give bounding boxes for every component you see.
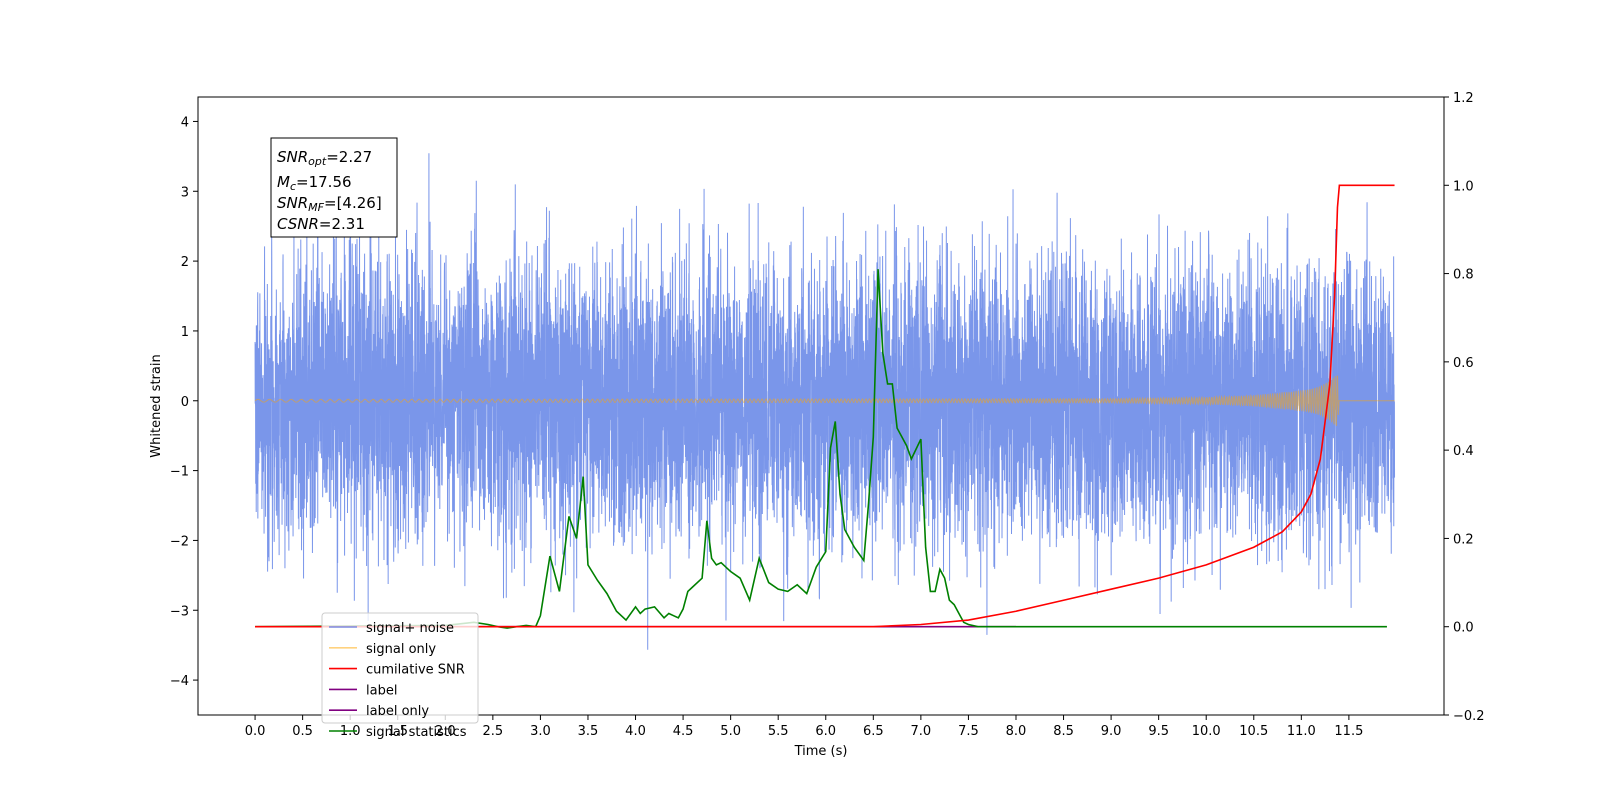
y2-tick-label: 0.6	[1453, 356, 1474, 371]
x-tick-label: 2.5	[483, 724, 504, 739]
y-tick-label: 2	[181, 255, 189, 270]
y-tick-label: 0	[181, 395, 189, 410]
annotation-variable: CSNR	[277, 215, 319, 233]
annotation-value: =2.31	[319, 215, 365, 233]
annotation-line: CSNR=2.31	[277, 215, 365, 233]
y-tick-label: 4	[181, 115, 189, 130]
y-tick-label: 3	[181, 185, 189, 200]
x-tick-label: 8.5	[1053, 724, 1074, 739]
x-tick-label: 9.5	[1148, 724, 1169, 739]
x-tick-label: 5.0	[720, 724, 741, 739]
x-tick-label: 5.5	[768, 724, 789, 739]
annotation-variable: M	[277, 173, 290, 191]
x-tick-label: 3.0	[530, 724, 551, 739]
x-tick-label: 11.5	[1334, 724, 1363, 739]
y2-tick-label: 0.4	[1453, 444, 1474, 459]
annotation-subscript: MF	[308, 201, 324, 214]
annotation-value: =17.56	[296, 173, 352, 191]
legend-entry: signal only	[366, 642, 436, 657]
plot-area	[254, 153, 1396, 650]
x-tick-label: 9.0	[1101, 724, 1122, 739]
x-tick-label: 3.5	[578, 724, 599, 739]
annotation-subscript: opt	[308, 155, 327, 168]
legend-entry: cumilative SNR	[366, 663, 465, 678]
annotation-variable: SNR	[277, 148, 308, 166]
annotation-frame	[270, 137, 398, 238]
x-tick-label: 7.0	[911, 724, 932, 739]
x-axis-label: Time (s)	[794, 744, 848, 759]
x-tick-label: 0.0	[245, 724, 266, 739]
x-tick-label: 11.0	[1287, 724, 1316, 739]
annotation-value: =2.27	[326, 148, 372, 166]
x-tick-label: 8.0	[1006, 724, 1027, 739]
x-tick-label: 10.5	[1239, 724, 1268, 739]
annotation-subscript: c	[290, 180, 296, 193]
axes-frame	[197, 96, 1445, 716]
legend-entry: label	[366, 683, 397, 698]
legend: signal+ noise signal only cumilative SNR la…	[321, 612, 479, 740]
y2-tick-label: 1.0	[1453, 179, 1474, 194]
x-tick-label: 0.5	[292, 724, 313, 739]
annotation-variable: SNR	[277, 194, 308, 212]
y2-tick-label: 0.2	[1453, 532, 1474, 547]
series-signal-statistics	[255, 269, 1387, 629]
x-tick-label: 1.5	[387, 724, 408, 739]
x-tick-label: 4.0	[625, 724, 646, 739]
legend-entry: signal statistics	[366, 725, 467, 740]
series-cumulative-snr	[255, 184, 1395, 628]
y-tick-label: −2	[170, 534, 189, 549]
y2-tick-label: 1.2	[1453, 91, 1474, 106]
x-tick-label: 6.0	[815, 724, 836, 739]
y-axis-left: 4 3 2 1 0 −1 −2 −3 −4	[170, 115, 198, 689]
legend-frame	[321, 612, 479, 724]
y2-tick-label: 0.0	[1453, 621, 1474, 636]
y2-tick-label: −0.2	[1453, 709, 1485, 724]
y-axis-right: 1.2 1.0 0.8 0.6 0.4 0.2 0.0 −0.2	[1444, 91, 1485, 724]
y2-tick-label: 0.8	[1453, 268, 1474, 283]
annotation-value: =[4.26]	[324, 194, 382, 212]
y-tick-label: −4	[170, 674, 189, 689]
y-axis-label: Whitened strain	[149, 354, 164, 457]
series-signal-only	[254, 375, 1395, 427]
x-tick-label: 6.5	[863, 724, 884, 739]
annotation-line: SNRopt=2.27	[277, 148, 372, 168]
x-tick-label: 7.5	[958, 724, 979, 739]
series-signal-noise	[254, 153, 1396, 650]
annotation-line: SNRMF=[4.26]	[277, 194, 382, 214]
x-tick-label: 10.0	[1192, 724, 1221, 739]
legend-entry: label only	[366, 704, 429, 719]
x-tick-label: 4.5	[673, 724, 694, 739]
x-axis: 0.0 0.5 1.0 1.5 2.0 2.5 3.0 3.5 4.0 4.5 5.0 5.5 6.0 6…	[245, 715, 1363, 739]
y-tick-label: 1	[181, 325, 189, 340]
y-tick-label: −3	[170, 604, 189, 619]
x-tick-label: 2.0	[435, 724, 456, 739]
annotation-line: Mc=17.56	[277, 173, 352, 193]
y-tick-label: −1	[170, 465, 189, 480]
legend-entry: signal+ noise	[366, 621, 454, 636]
